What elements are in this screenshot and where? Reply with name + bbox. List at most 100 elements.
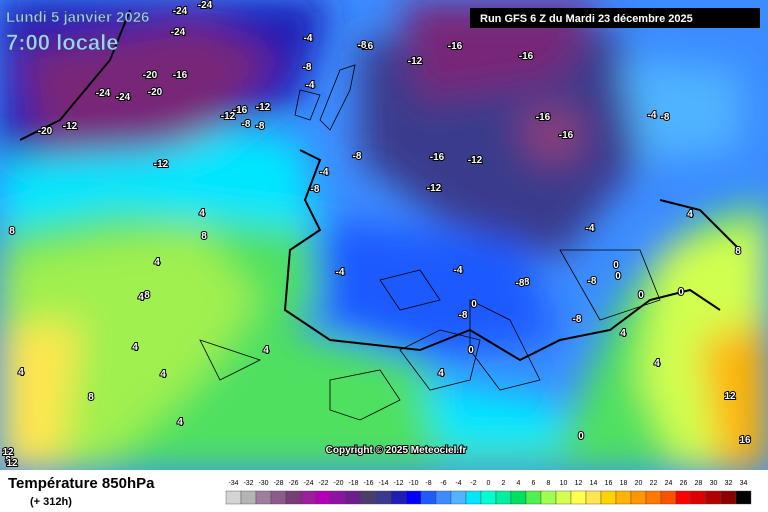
contour-label: 0: [471, 299, 477, 310]
run-info: Run GFS 6 Z du Mardi 23 décembre 2025: [480, 13, 693, 25]
legend-swatch: [645, 490, 662, 505]
contour-label: -4: [586, 223, 595, 234]
contour-label: -4: [304, 33, 313, 44]
contour-label: 0: [615, 271, 621, 282]
legend-swatch: [300, 490, 317, 505]
contour-label: 4: [18, 367, 24, 378]
legend-label: -8: [425, 480, 431, 487]
contour-label: -24: [116, 92, 131, 103]
legend-label: -2: [470, 480, 476, 487]
contour-label: -4: [320, 167, 329, 178]
contour-label: -4: [336, 267, 345, 278]
legend-swatch: [390, 490, 407, 505]
legend-label: 6: [532, 480, 536, 487]
contour-label: -12: [63, 121, 78, 132]
legend-swatch: [420, 490, 437, 505]
contour-label: -24: [173, 6, 188, 17]
legend-swatch: [465, 490, 482, 505]
legend-swatch: [360, 490, 377, 505]
legend-swatch: [270, 490, 287, 505]
contour-label: 4: [132, 342, 138, 353]
legend-label: 30: [710, 480, 718, 487]
contour-label: -8: [311, 184, 320, 195]
contour-label: -8: [242, 119, 251, 130]
contour-label: 4: [263, 345, 269, 356]
contour-label: 4: [199, 208, 205, 219]
legend-label: -32: [243, 480, 253, 487]
contour-label: -8: [353, 151, 362, 162]
contour-label: 0: [468, 345, 474, 356]
legend-swatch: [330, 490, 347, 505]
contour-label: -8: [303, 62, 312, 73]
legend-label: -28: [273, 480, 283, 487]
legend-swatch: [675, 490, 692, 505]
legend-label: 0: [487, 480, 491, 487]
contour-label: -8: [521, 277, 530, 288]
map: -24-24-24-20 -16-24 -24 -20-20 -12-12-16-8-1…: [0, 0, 768, 470]
legend-label: -14: [378, 480, 388, 487]
contour-label: -8: [661, 112, 670, 123]
contour-label: 8: [735, 246, 741, 257]
contour-label: -24: [171, 27, 186, 38]
legend-label: 24: [665, 480, 673, 487]
legend-swatch: [375, 490, 392, 505]
contour-label: -16: [519, 51, 534, 62]
legend-label: 20: [635, 480, 643, 487]
legend-label: -4: [455, 480, 461, 487]
contour-label: -12: [408, 56, 423, 67]
contour-label: -12: [256, 102, 271, 113]
legend-swatch: [495, 490, 512, 505]
legend-label: 8: [547, 480, 551, 487]
contour-label: -20: [143, 70, 158, 81]
contour-label: -20: [38, 126, 53, 137]
contour-label: 8: [144, 290, 150, 301]
legend-label: 10: [560, 480, 568, 487]
legend-swatch: [690, 490, 707, 505]
legend-label: 2: [502, 480, 506, 487]
contour-label: -8: [573, 314, 582, 325]
contour-label: 8: [201, 231, 207, 242]
contour-label: 0: [638, 290, 644, 301]
legend-label: -12: [393, 480, 403, 487]
lead-time: (+ 312h): [30, 496, 72, 508]
legend-swatch: [735, 490, 752, 505]
contour-label: 0: [678, 287, 684, 298]
legend-label: 34: [740, 480, 748, 487]
legend-label: -30: [258, 480, 268, 487]
contour-label: 4: [154, 257, 160, 268]
legend-swatch: [510, 490, 527, 505]
legend-swatch: [240, 490, 257, 505]
legend-swatch: [540, 490, 557, 505]
contour-label: -16: [448, 41, 463, 52]
contour-label: -16: [233, 105, 248, 116]
contour-label: -4: [454, 265, 463, 276]
legend-swatch: [435, 490, 452, 505]
contour-label: 4: [160, 369, 166, 380]
local-time: 7:00 locale: [6, 30, 119, 55]
legend-swatch: [225, 490, 242, 505]
contour-label: 0: [613, 260, 619, 271]
legend-label: 26: [680, 480, 688, 487]
legend-label: 32: [725, 480, 733, 487]
legend-label: -18: [348, 480, 358, 487]
legend-label: 12: [575, 480, 583, 487]
legend-swatch: [720, 490, 737, 505]
contour-label: -4: [648, 110, 657, 121]
contour-label: 12: [6, 458, 18, 469]
contour-label: -8: [256, 121, 265, 132]
contour-label: -8: [588, 276, 597, 287]
contour-label: 4: [687, 209, 693, 220]
legend-label: 18: [620, 480, 628, 487]
contour-label: -20: [148, 87, 163, 98]
legend-swatch: [585, 490, 602, 505]
legend-swatch: [570, 490, 587, 505]
valid-date: Lundi 5 janvier 2026: [6, 9, 149, 26]
contour-label: 8: [9, 226, 15, 237]
legend-swatch: [450, 490, 467, 505]
contour-label: -16: [536, 112, 551, 123]
contour-label: -12: [427, 183, 442, 194]
legend-label: 4: [517, 480, 521, 487]
contour-label: 16: [739, 435, 751, 446]
legend-swatch: [480, 490, 497, 505]
contour-label: 4: [177, 417, 183, 428]
